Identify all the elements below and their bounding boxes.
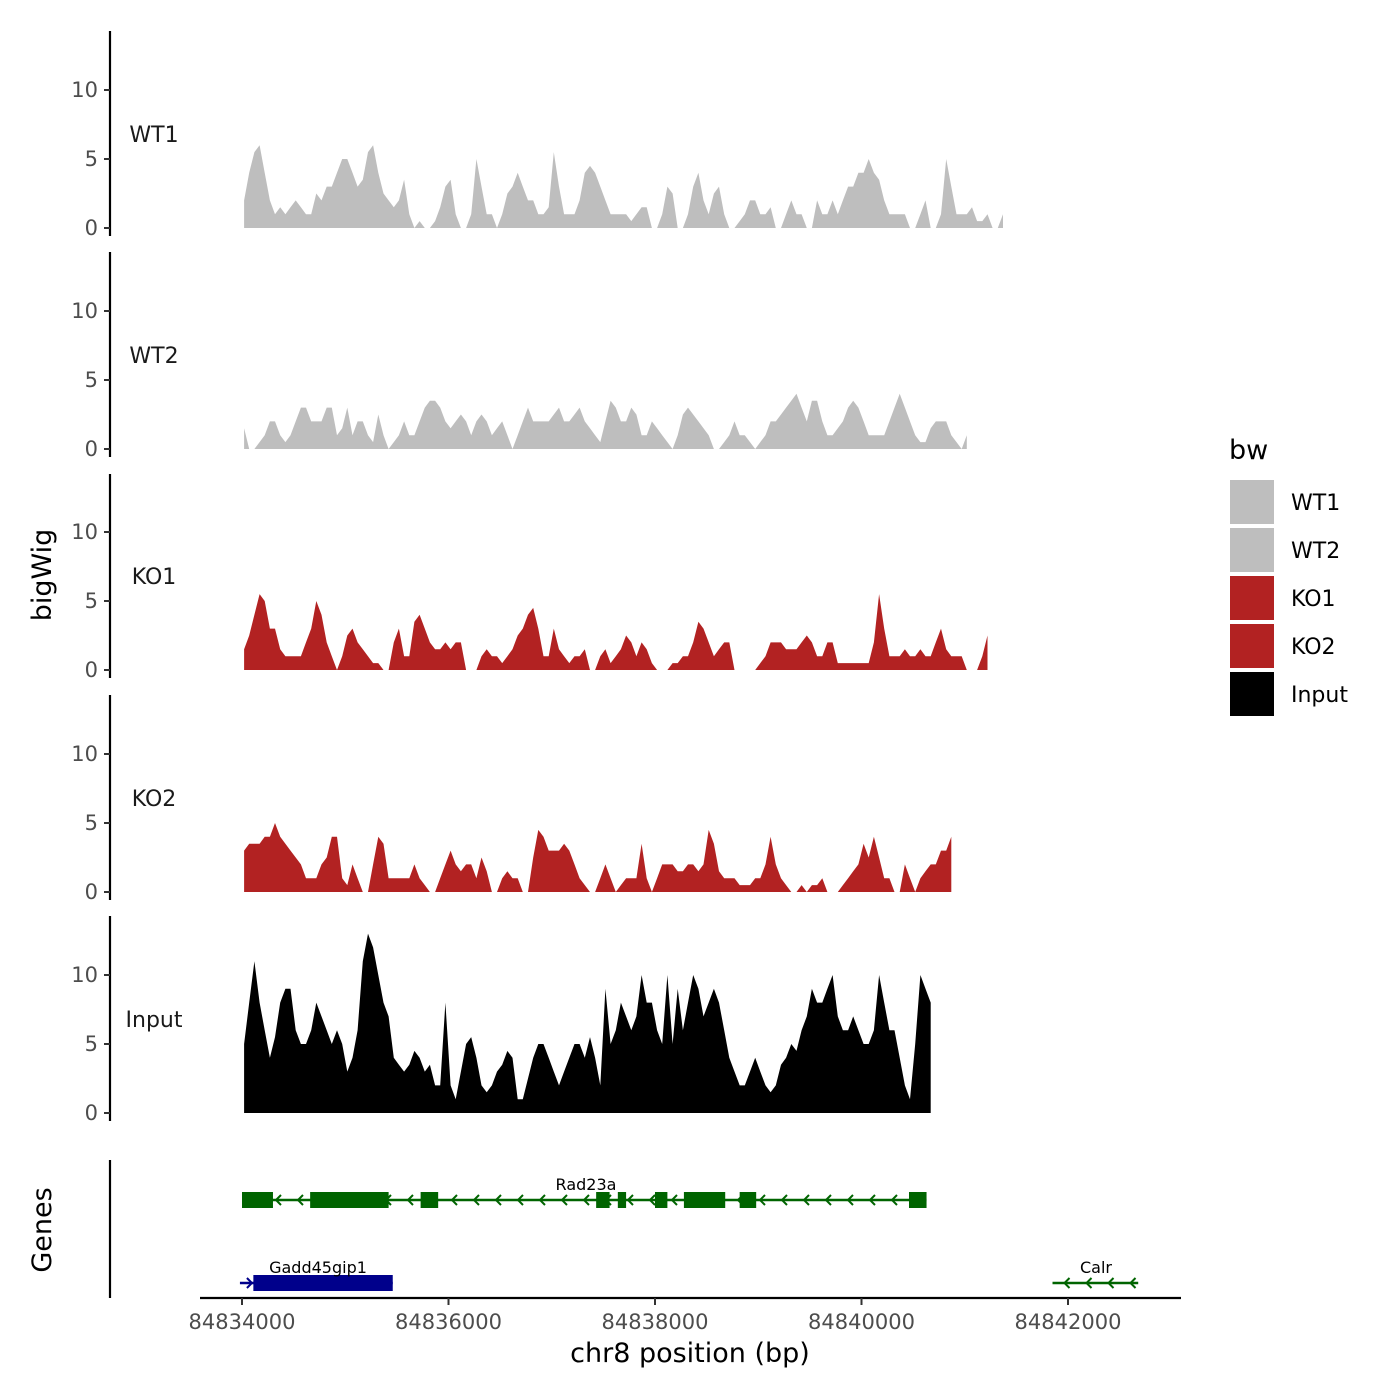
y-tick-label: 5 [85,589,98,613]
strand-arrow [1129,1277,1137,1289]
exon-block [596,1192,610,1208]
genes-axis-title: Genes [27,1187,58,1272]
gene-label: Rad23a [556,1175,617,1194]
exon-block [739,1192,757,1208]
legend-label: WT1 [1291,491,1340,516]
gene-gadd45gip1: Gadd45gip1 [239,1258,393,1291]
x-axis-title: chr8 position (bp) [570,1338,810,1369]
track-label: Input [126,1008,183,1033]
genes-panel: Rad23a Gadd45gip1 Calr [108,1160,1139,1298]
strand-arrow [670,1194,678,1206]
y-tick-label: 10 [71,78,98,102]
legend-swatch-input [1230,672,1274,716]
x-tick-label: 84836000 [395,1310,502,1334]
y-tick-label: 5 [85,368,98,392]
y-axis-title: bigWig [27,529,58,622]
x-tick-label: 84842000 [1015,1310,1122,1334]
x-tick-label: 84840000 [808,1310,915,1334]
y-tick-label: 10 [71,520,98,544]
legend-label: Input [1291,683,1348,708]
y-tick-label: 5 [85,1032,98,1056]
strand-arrow [246,1277,254,1289]
track-ko2: 0 5 10 KO2 [71,695,952,904]
y-tick-label: 0 [85,658,98,682]
exon-block [655,1192,668,1208]
y-tick-label: 5 [85,147,98,171]
signal-area-ko1 [244,594,988,670]
legend: bw WT1 WT2 KO1 KO2 Input [1229,435,1348,716]
signal-area-wt2 [244,393,967,449]
exon-block [420,1192,439,1208]
gene-calr: Calr [1052,1258,1139,1289]
strand-arrow [802,1194,810,1206]
strand-arrow [824,1194,832,1206]
strand-arrow [406,1194,414,1206]
track-label: WT1 [129,123,178,148]
exon-block [617,1192,627,1208]
y-tick-label: 10 [71,742,98,766]
strand-arrow [516,1194,524,1206]
x-tick-label: 84838000 [602,1310,709,1334]
signal-tracks: 0 5 10 WT1 0 5 10 WT2 0 5 10 KO1 0 5 10 KO2 0 5 10 Input [71,31,1004,1125]
track-wt1: 0 5 10 WT1 [71,31,1004,240]
strand-arrow [274,1194,282,1206]
legend-title: bw [1229,435,1268,466]
strand-arrow [1063,1277,1071,1289]
track-label: KO2 [132,787,177,812]
track-wt2: 0 5 10 WT2 [71,252,967,461]
strand-arrow [296,1194,304,1206]
strand-arrow [560,1194,568,1206]
legend-swatch-wt1 [1230,480,1274,524]
signal-area-input [244,933,931,1113]
y-tick-label: 0 [85,1101,98,1125]
strand-arrow [538,1194,546,1206]
legend-label: KO2 [1291,635,1336,660]
exon-block [908,1192,927,1208]
signal-area-ko2 [244,823,952,892]
legend-label: KO1 [1291,587,1336,612]
exon-block [253,1275,393,1291]
legend-swatch-ko2 [1230,624,1274,668]
strand-arrow [846,1194,854,1206]
strand-arrow [494,1194,502,1206]
strand-arrow [758,1194,766,1206]
gene-label: Gadd45gip1 [269,1258,367,1277]
track-ko1: 0 5 10 KO1 [71,474,988,682]
strand-arrow [648,1194,656,1206]
strand-arrow [1107,1277,1115,1289]
y-tick-label: 0 [85,216,98,240]
strand-arrow [626,1194,634,1206]
track-label: KO1 [132,565,177,590]
strand-arrow [472,1194,480,1206]
y-tick-label: 0 [85,437,98,461]
strand-arrow [1085,1277,1093,1289]
strand-arrow [890,1194,898,1206]
y-tick-label: 5 [85,811,98,835]
legend-swatch-ko1 [1230,576,1274,620]
exon-block [683,1192,726,1208]
y-tick-label: 10 [71,299,98,323]
legend-swatch-wt2 [1230,528,1274,572]
gene-rad23a: Rad23a [242,1175,927,1208]
strand-arrow [582,1194,590,1206]
strand-arrow [450,1194,458,1206]
track-label: WT2 [129,344,178,369]
x-axis: 84834000 84836000 84838000 84840000 84842000 [189,1296,1181,1334]
exon-block [242,1192,273,1208]
track-input: 0 5 10 Input [71,916,931,1125]
strand-arrow [780,1194,788,1206]
signal-area-wt1 [244,145,1004,228]
y-tick-label: 0 [85,880,98,904]
exon-block [310,1192,389,1208]
legend-label: WT2 [1291,539,1340,564]
strand-arrow [868,1194,876,1206]
y-tick-label: 10 [71,963,98,987]
gene-label: Calr [1080,1258,1112,1277]
x-tick-label: 84834000 [189,1310,296,1334]
